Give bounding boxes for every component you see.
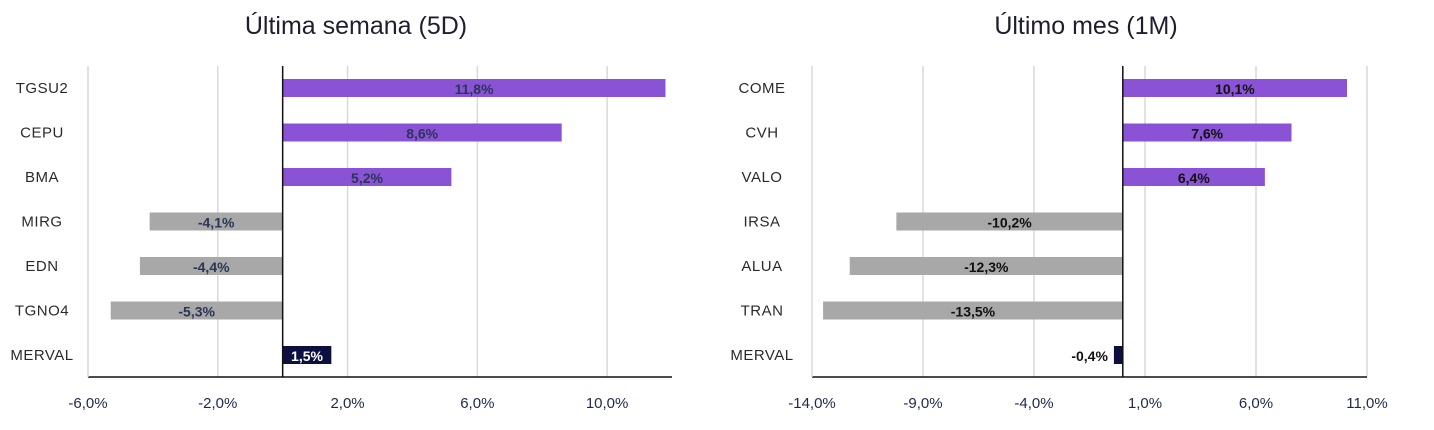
- monthly-tick-label: 1,0%: [1128, 395, 1162, 412]
- weekly-data-label: 5,2%: [351, 170, 383, 186]
- weekly-category-label: CEPU: [20, 125, 64, 142]
- weekly-bar-edn: [139, 257, 283, 275]
- monthly-bar-merval: [1113, 346, 1123, 364]
- monthly-category-label: IRSA: [743, 214, 780, 231]
- monthly-data-label: 10,1%: [1215, 81, 1255, 97]
- weekly-data-label: -5,3%: [178, 304, 215, 320]
- weekly-tick-label: 6,0%: [460, 395, 494, 412]
- monthly-bar-cvh: [1122, 123, 1292, 142]
- monthly-bar-alua: [849, 257, 1123, 275]
- weekly-tick-label: 2,0%: [330, 395, 364, 412]
- monthly-category-label: ALUA: [741, 258, 782, 275]
- monthly-data-label: -0,4%: [1071, 348, 1108, 364]
- monthly-tick-label: 6,0%: [1239, 395, 1273, 412]
- weekly-category-label: TGSU2: [16, 80, 69, 97]
- monthly-tick-label: -9,0%: [903, 395, 942, 412]
- weekly-bar-merval: [282, 346, 332, 364]
- monthly-bar-come: [1122, 79, 1348, 97]
- monthly-data-label: -13,5%: [951, 304, 996, 320]
- monthly-data-label: 6,4%: [1178, 170, 1210, 186]
- weekly-category-label: TGNO4: [15, 303, 69, 320]
- monthly-bar-irsa: [896, 212, 1123, 231]
- monthly-bar-valo: [1122, 168, 1265, 186]
- weekly-bar-cepu: [282, 123, 562, 142]
- weekly-tick-label: -6,0%: [68, 395, 107, 412]
- weekly-data-label: -4,1%: [198, 215, 235, 231]
- monthly-tick-label: -14,0%: [788, 395, 836, 412]
- monthly-category-label: MERVAL: [730, 347, 793, 364]
- monthly-bar-tran: [823, 301, 1123, 320]
- monthly-category-label: TRAN: [741, 303, 784, 320]
- monthly-data-label: -12,3%: [964, 259, 1009, 275]
- weekly-tick-label: -2,0%: [198, 395, 237, 412]
- weekly-category-label: EDN: [25, 258, 58, 275]
- weekly-data-label: 11,8%: [455, 81, 494, 97]
- monthly-tick-label: -4,0%: [1014, 395, 1053, 412]
- monthly-category-label: COME: [739, 80, 786, 97]
- weekly-bar-bma: [282, 168, 452, 186]
- monthly-category-label: VALO: [742, 169, 783, 186]
- weekly-category-label: BMA: [25, 169, 59, 186]
- weekly-bar-tgno4: [110, 301, 283, 320]
- chart-title-monthly: Último mes (1M): [994, 11, 1177, 40]
- weekly-bar-tgsu2: [282, 79, 666, 97]
- weekly-category-label: MERVAL: [10, 347, 73, 364]
- weekly-data-label: 1,5%: [291, 348, 323, 364]
- monthly-data-label: -10,2%: [987, 215, 1032, 231]
- chart-title-weekly: Última semana (5D): [245, 11, 467, 40]
- weekly-data-label: -4,4%: [193, 259, 230, 275]
- weekly-bar-mirg: [149, 212, 283, 231]
- monthly-data-label: 7,6%: [1191, 126, 1223, 142]
- monthly-tick-label: 11,0%: [1346, 395, 1387, 412]
- monthly-category-label: CVH: [745, 125, 778, 142]
- weekly-tick-label: 10,0%: [586, 395, 629, 412]
- weekly-data-label: 8,6%: [406, 126, 438, 142]
- weekly-category-label: MIRG: [21, 214, 62, 231]
